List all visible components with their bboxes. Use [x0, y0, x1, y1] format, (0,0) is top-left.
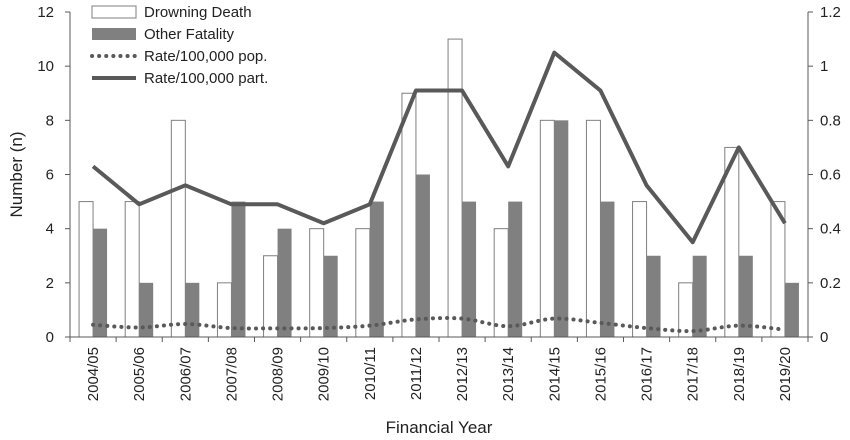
bar-drowning-death: [170, 119, 186, 338]
bar-drowning-death: [309, 228, 325, 338]
y2-tick-label: 0: [820, 329, 828, 346]
bar-other-fatality: [600, 201, 615, 337]
x-tick-label: 2008/09: [270, 347, 287, 401]
bar-drowning-death: [585, 119, 601, 338]
x-tick-label: 2005/06: [131, 347, 148, 401]
y-tick-label: 12: [37, 4, 54, 21]
bar-other-fatality: [415, 174, 430, 337]
x-tick-label: 2015/16: [592, 347, 609, 401]
legend-label-rate-100-000-part-: Rate/100,000 part.: [144, 70, 268, 87]
y2-tick-label: 1.2: [820, 4, 841, 21]
bar-other-fatality: [738, 255, 753, 337]
bar-drowning-death: [493, 228, 509, 338]
x-tick-label: 2019/20: [777, 347, 794, 401]
bar-other-fatality: [462, 201, 477, 337]
y-axis-title: Number (n): [7, 132, 26, 218]
bar-other-fatality: [231, 201, 246, 337]
x-tick-label: 2017/18: [685, 347, 702, 401]
bar-other-fatality: [93, 228, 108, 337]
bar-drowning-death: [632, 201, 648, 338]
x-tick-label: 2009/10: [316, 347, 333, 401]
x-tick-label: 2018/19: [731, 347, 748, 401]
y-tick-label: 2: [46, 275, 54, 292]
x-tick-label: 2004/05: [85, 347, 102, 401]
legend-swatch-drowning-death: [91, 5, 137, 19]
x-tick-label: 2014/15: [546, 347, 563, 401]
legend-label-other-fatality: Other Fatality: [144, 26, 235, 43]
lines: [91, 50, 787, 334]
y-tick-label: 4: [46, 221, 54, 238]
line-rate-100-000-pop-: [91, 316, 787, 334]
bar-drowning-death: [263, 255, 279, 338]
y2-tick-label: 0.6: [820, 167, 841, 184]
bar-other-fatality: [139, 282, 154, 337]
y-tick-label: 8: [46, 112, 54, 129]
bar-drowning-death: [401, 92, 417, 338]
bar-drowning-death: [447, 38, 463, 338]
legend-label-rate-100-000-pop-: Rate/100,000 pop.: [144, 48, 267, 65]
bar-other-fatality: [323, 255, 338, 337]
bar-other-fatality: [277, 228, 292, 337]
x-tick-label: 2012/13: [454, 347, 471, 401]
y2-tick-label: 0.2: [820, 275, 841, 292]
y2-tick-label: 0.4: [820, 221, 841, 238]
axes: 0 2 4 6 8 10 12 0 0.2 0.4 0.6 0.8 1 1.2 2004/05 2005/06…: [37, 4, 841, 401]
bar-drowning-death: [678, 282, 694, 338]
legend-swatch-other-fatality: [92, 28, 136, 40]
legend-label-drowning-death: Drowning Death: [144, 4, 252, 21]
bar-other-fatality: [692, 255, 707, 337]
legend: Drowning Death Other Fatality Rate/100,000…: [90, 4, 268, 87]
y-tick-label: 10: [37, 58, 54, 75]
bar-other-fatality: [784, 282, 799, 337]
y2-tick-label: 1: [820, 58, 828, 75]
x-tick-label: 2016/17: [639, 347, 656, 401]
x-axis-title: Financial Year: [386, 418, 493, 437]
bar-other-fatality: [554, 120, 569, 337]
y-tick-label: 6: [46, 167, 54, 184]
bar-drowning-death: [78, 201, 94, 338]
line-rate-100-000-part-: [91, 50, 787, 245]
bar-other-fatality: [369, 201, 384, 337]
bar-drowning-death: [124, 201, 140, 338]
x-tick-label: 2010/11: [362, 347, 379, 400]
x-tick-label: 2007/08: [223, 347, 240, 401]
bar-other-fatality: [508, 201, 523, 337]
y2-tick-label: 0.8: [820, 112, 841, 129]
bars: [78, 38, 799, 338]
x-tick-label: 2011/12: [408, 347, 425, 400]
x-tick-label: 2013/14: [500, 347, 517, 401]
bar-drowning-death: [539, 119, 555, 338]
bar-other-fatality: [646, 255, 661, 337]
bar-other-fatality: [185, 282, 200, 337]
bar-drowning-death: [355, 228, 371, 338]
x-tick-label: 2006/07: [177, 347, 194, 401]
y-tick-label: 0: [46, 329, 54, 346]
